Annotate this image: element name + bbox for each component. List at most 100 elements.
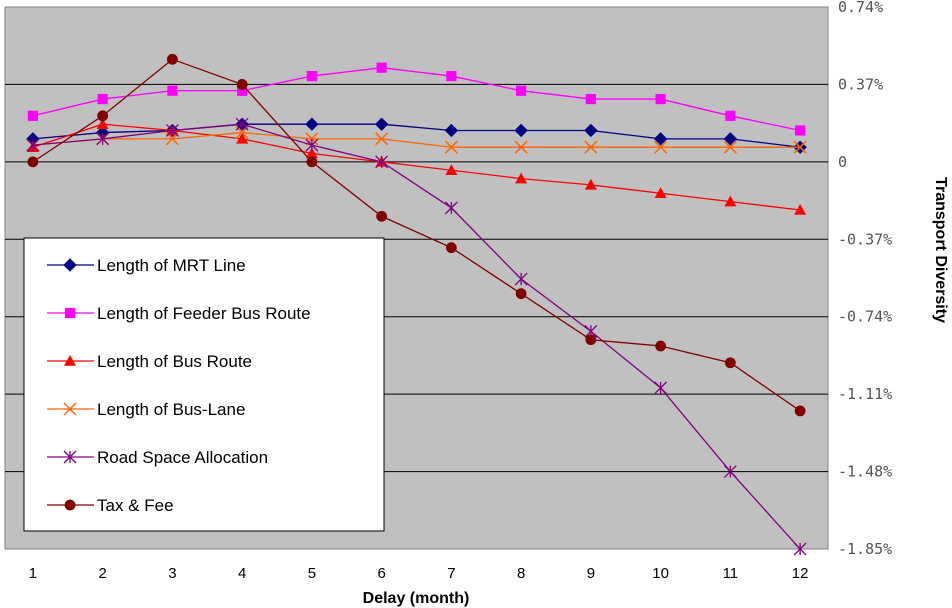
- legend-label: Length of MRT Line: [97, 256, 246, 275]
- data-point: [374, 117, 389, 131]
- series-group: [26, 53, 807, 556]
- series-line: [32, 58, 801, 412]
- data-point: [63, 258, 77, 272]
- y-axis-title: Transport Diversity: [932, 177, 949, 323]
- x-tick-label: 7: [447, 565, 455, 582]
- legend: Length of MRT Line Length of Feeder Bus R…: [23, 237, 385, 532]
- x-tick-label: 11: [723, 565, 739, 582]
- data-point: [724, 357, 736, 369]
- y-tick-label: -1.85%: [838, 540, 892, 558]
- data-point: [97, 110, 109, 122]
- data-point: [305, 138, 319, 152]
- legend-label: Tax & Fee: [97, 496, 174, 515]
- data-point: [795, 125, 806, 136]
- data-point: [64, 499, 76, 511]
- data-point: [446, 70, 457, 82]
- x-tick-label: 6: [377, 565, 385, 582]
- data-point: [655, 340, 667, 352]
- data-point: [723, 140, 737, 154]
- data-point: [793, 542, 807, 556]
- y-tick-label: 0: [838, 153, 847, 171]
- series-line: [32, 67, 801, 132]
- data-point: [585, 93, 596, 105]
- data-point: [97, 93, 108, 105]
- legend-label: Road Space Allocation: [97, 448, 268, 467]
- y-tick-label: -1.11%: [838, 385, 892, 403]
- x-tick-label: 4: [238, 565, 246, 582]
- data-point: [584, 123, 598, 138]
- x-axis-title: Delay (month): [363, 590, 470, 607]
- data-point: [376, 62, 387, 73]
- data-point: [445, 164, 458, 176]
- data-point: [584, 140, 598, 154]
- data-point: [515, 172, 528, 184]
- data-point: [514, 272, 528, 286]
- series-line: [32, 131, 801, 148]
- data-point: [375, 155, 389, 169]
- series-line: [32, 123, 801, 211]
- data-point: [584, 178, 597, 190]
- data-point: [444, 123, 459, 138]
- data-point: [723, 465, 737, 479]
- data-point: [375, 132, 389, 146]
- data-point: [725, 110, 736, 121]
- legend-item: Length of Bus-Lane: [47, 400, 245, 419]
- data-point: [167, 85, 178, 96]
- x-tick-label: 10: [652, 565, 669, 582]
- data-point: [306, 70, 317, 82]
- series-length-of-feeder-bus-route: [27, 62, 806, 136]
- data-point: [585, 334, 597, 346]
- data-point: [723, 132, 738, 146]
- series-line: [32, 123, 801, 550]
- legend-item: Tax & Fee: [47, 496, 174, 515]
- legend-label: Length of Bus-Lane: [97, 400, 245, 419]
- x-axis-ticks: 1 2 3 4 5 6 7 8 9 10 11 12: [29, 565, 809, 582]
- data-point: [26, 138, 40, 152]
- y-tick-label: -1.48%: [838, 463, 892, 481]
- data-point: [724, 195, 737, 207]
- legend-items: Length of MRT Line Length of Feeder Bus R…: [47, 256, 311, 515]
- data-point: [64, 355, 76, 366]
- x-tick-label: 3: [168, 565, 176, 582]
- data-point: [516, 85, 527, 96]
- data-point: [794, 405, 806, 417]
- legend-label: Length of Bus Route: [97, 352, 252, 371]
- y-tick-label: -0.74%: [838, 308, 892, 326]
- data-point: [27, 110, 38, 121]
- data-point: [306, 156, 318, 168]
- x-tick-label: 5: [308, 565, 316, 582]
- series-road-space-allocation: [26, 117, 807, 556]
- data-point: [305, 132, 319, 146]
- y-tick-label: 0.74%: [838, 0, 883, 16]
- x-tick-label: 1: [29, 565, 37, 582]
- legend-item: Length of Feeder Bus Route: [47, 304, 311, 323]
- data-point: [654, 187, 667, 199]
- data-point: [654, 381, 668, 395]
- data-point: [237, 85, 248, 96]
- data-point: [235, 117, 249, 131]
- data-point: [96, 132, 110, 146]
- data-point: [444, 201, 458, 215]
- data-point: [655, 93, 666, 105]
- data-point: [96, 118, 109, 129]
- legend-item: Road Space Allocation: [47, 448, 268, 467]
- data-point: [793, 140, 807, 154]
- data-point: [305, 147, 318, 159]
- y-tick-label: -0.37%: [838, 230, 892, 248]
- x-tick-label: 9: [587, 565, 595, 582]
- x-tick-label: 12: [792, 565, 809, 582]
- data-point: [63, 402, 77, 416]
- data-point: [794, 203, 807, 215]
- data-point: [166, 53, 178, 65]
- legend-box: [23, 237, 385, 532]
- data-point: [515, 288, 527, 300]
- data-point: [514, 140, 528, 154]
- data-point: [64, 307, 76, 319]
- x-tick-label: 2: [98, 565, 106, 582]
- data-point: [236, 79, 248, 90]
- series-line: [32, 123, 801, 148]
- data-point: [305, 117, 319, 131]
- legend-label: Length of Feeder Bus Route: [97, 304, 311, 323]
- data-point: [653, 132, 668, 146]
